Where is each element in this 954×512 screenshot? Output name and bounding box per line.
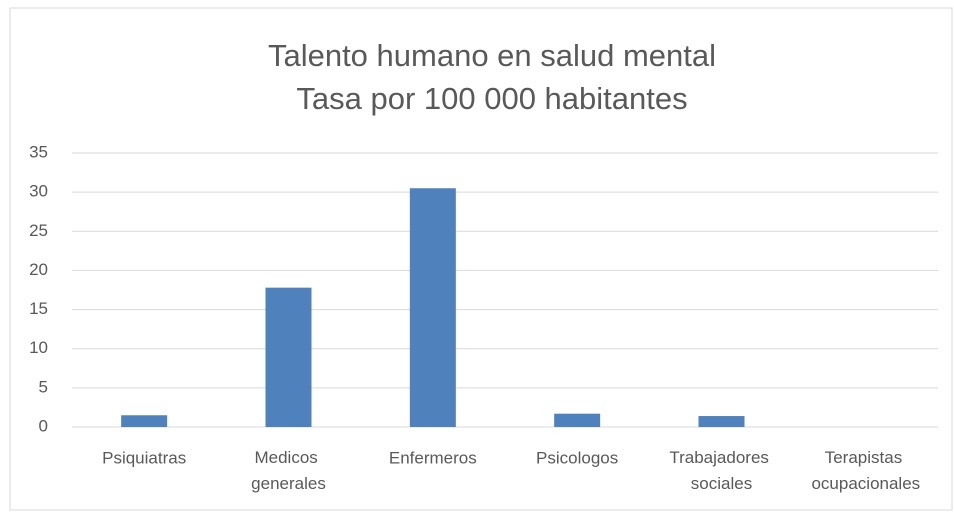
y-tick-label: 35 bbox=[29, 142, 48, 161]
y-tick-label: 15 bbox=[29, 299, 48, 318]
bar bbox=[554, 413, 601, 427]
bar bbox=[265, 287, 312, 427]
y-tick-label: 0 bbox=[39, 416, 48, 435]
y-tick-label: 5 bbox=[39, 377, 48, 396]
bar bbox=[409, 188, 456, 427]
bar bbox=[121, 415, 168, 427]
y-tick-label: 10 bbox=[29, 338, 48, 357]
bar bbox=[698, 416, 745, 427]
x-tick-label: Medicos generales bbox=[251, 448, 326, 493]
y-tick-label: 25 bbox=[29, 221, 48, 240]
x-tick-label: Enfermeros bbox=[389, 448, 477, 467]
x-tick-label: Psiquiatras bbox=[102, 448, 186, 467]
y-tick-label: 20 bbox=[29, 260, 48, 279]
chart-subtitle: Tasa por 100 000 habitantes bbox=[296, 81, 687, 116]
x-tick-label: Terapistas ocupacionales bbox=[811, 448, 920, 493]
chart-title: Talento humano en salud mental bbox=[268, 38, 716, 73]
y-tick-label: 30 bbox=[29, 182, 48, 201]
x-tick-label: Trabajadores sociales bbox=[669, 448, 773, 493]
x-tick-label: Psicologos bbox=[536, 448, 618, 467]
